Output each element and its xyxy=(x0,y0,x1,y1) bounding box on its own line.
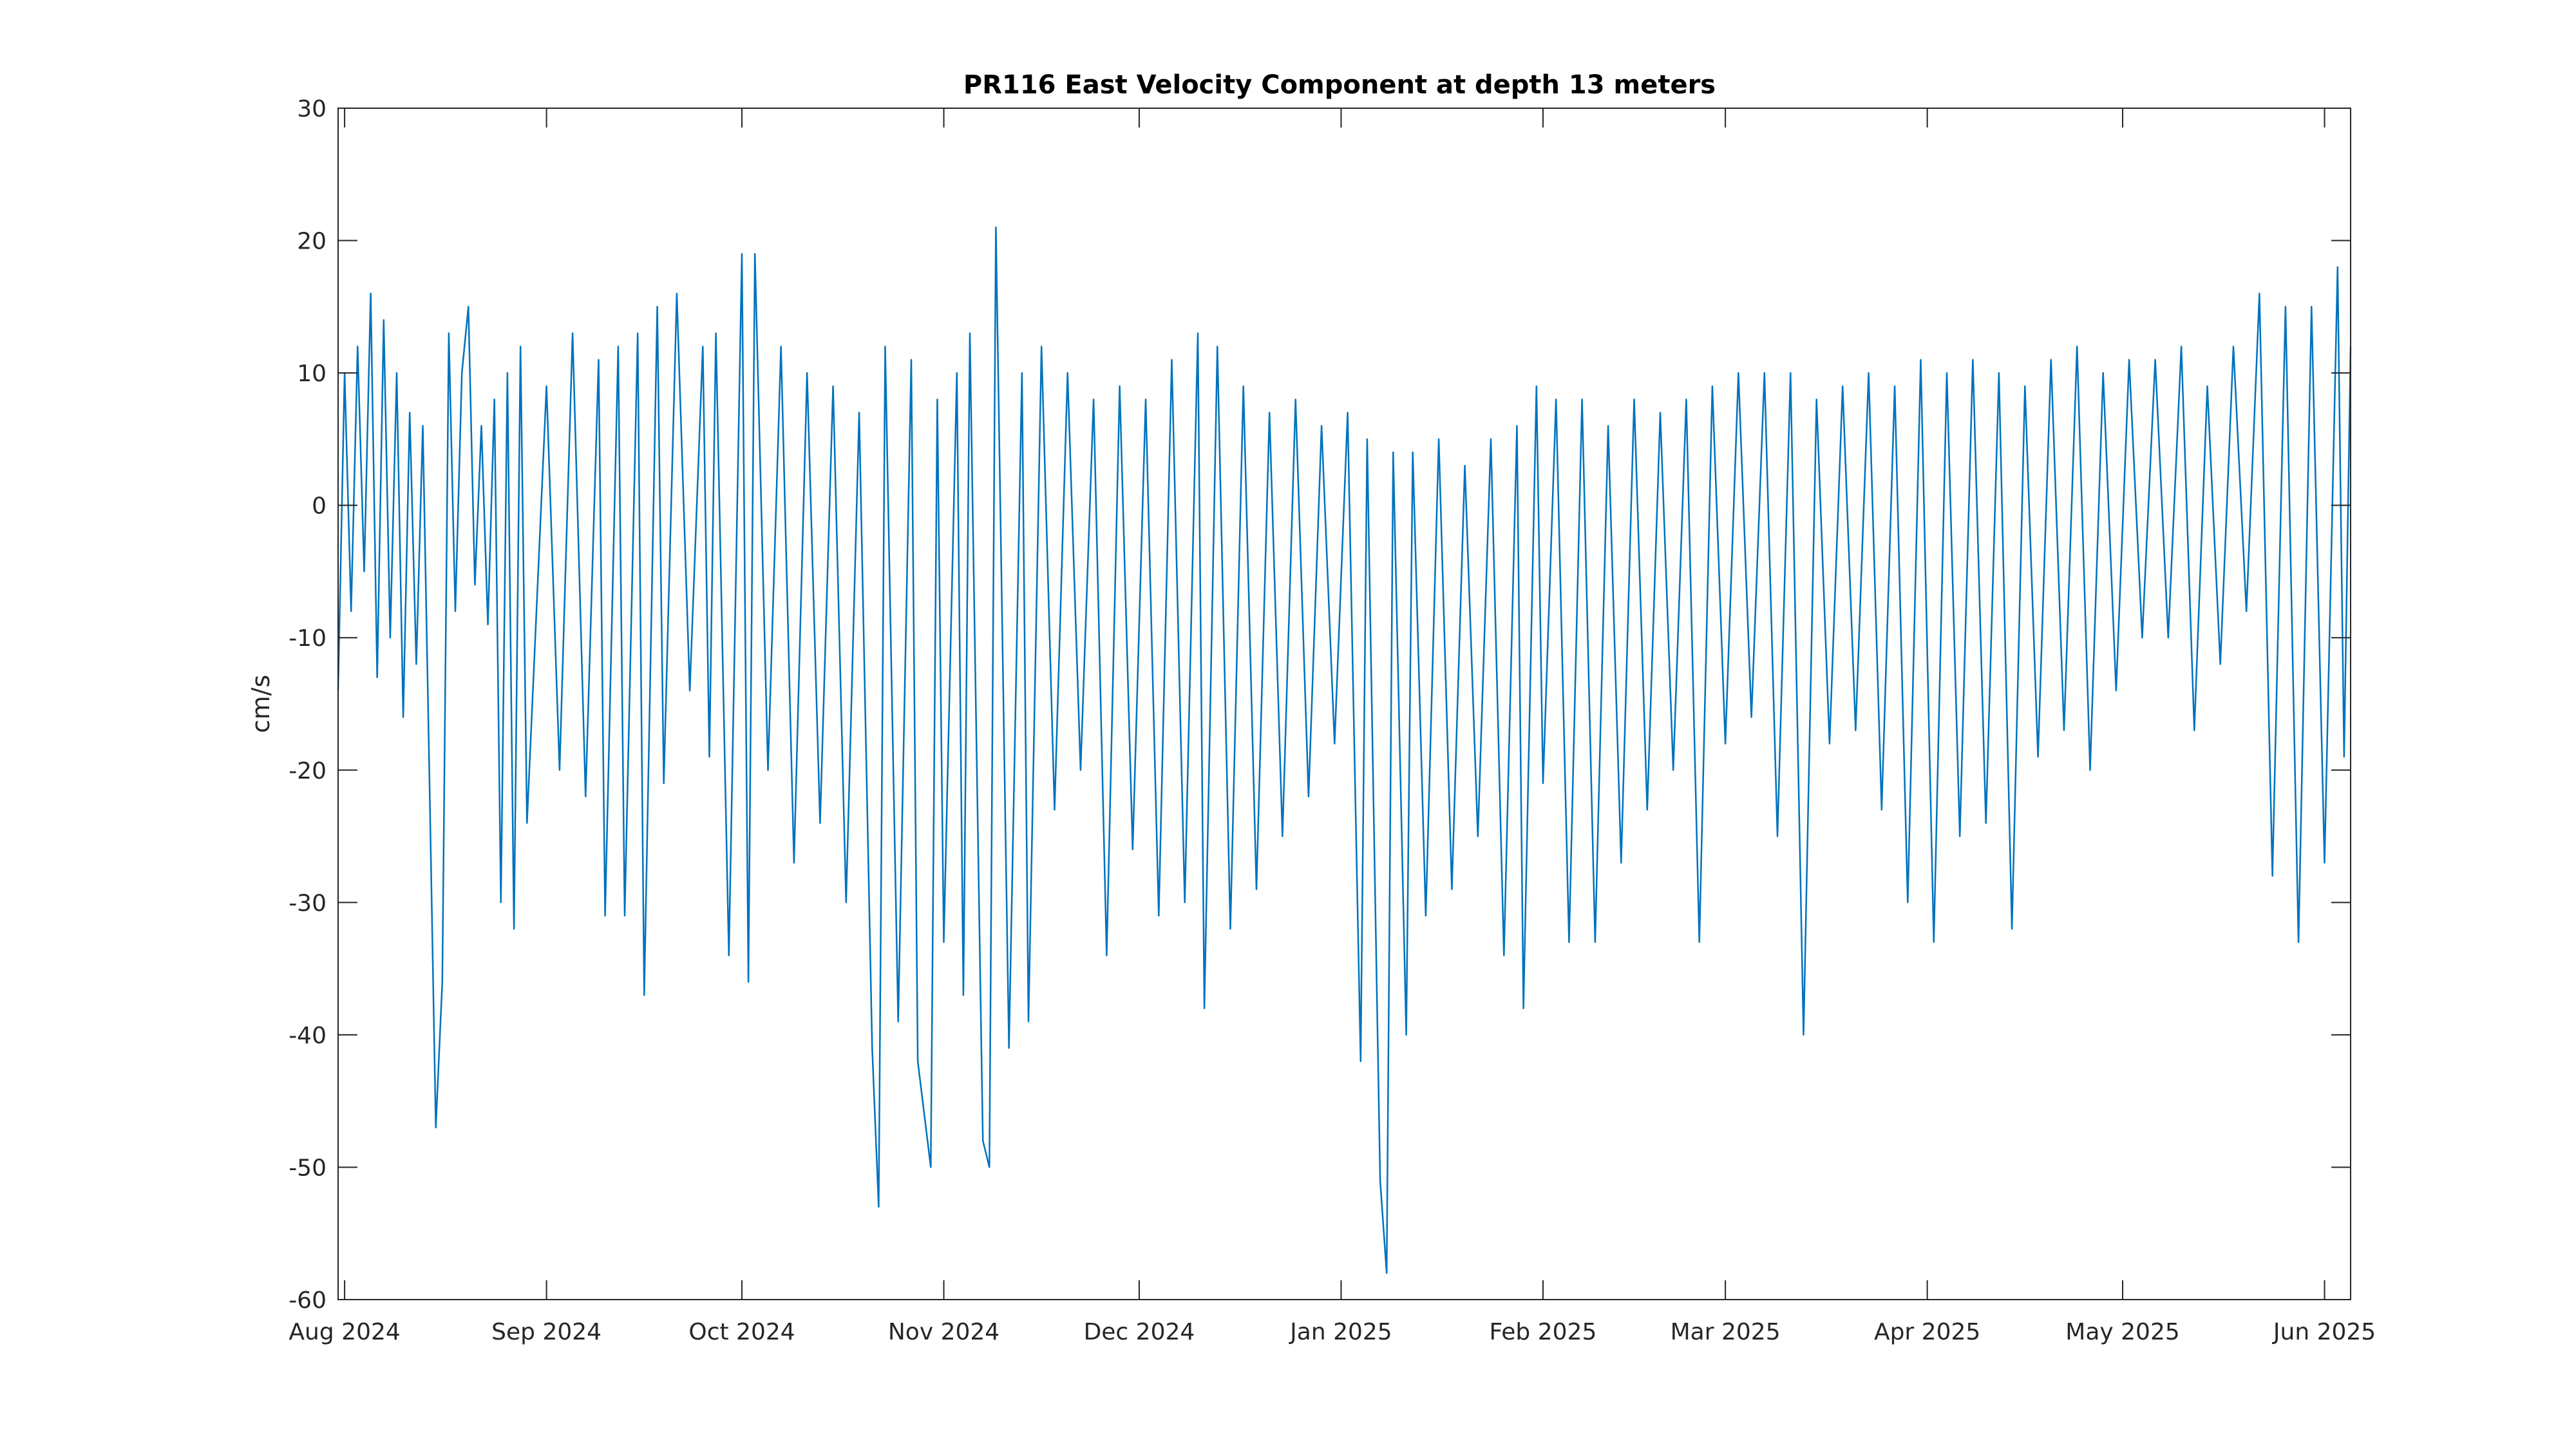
y-tick-label: -60 xyxy=(289,1287,327,1314)
x-tick-label: Aug 2024 xyxy=(289,1319,400,1345)
x-tick-label: Sep 2024 xyxy=(491,1319,601,1345)
x-tick-label: Oct 2024 xyxy=(688,1319,795,1345)
y-axis-label: cm/s xyxy=(247,675,275,734)
x-tick-label: May 2025 xyxy=(2065,1319,2180,1345)
y-tick-label: 20 xyxy=(297,229,327,255)
y-tick-label: -30 xyxy=(289,890,327,916)
plot-area xyxy=(337,226,2352,1274)
series-line xyxy=(337,226,2352,1274)
x-tick-label: Apr 2025 xyxy=(1874,1319,1980,1345)
y-tick-label: 30 xyxy=(297,96,327,122)
x-tick-label: Mar 2025 xyxy=(1671,1319,1781,1345)
y-tick-label: -10 xyxy=(289,625,327,652)
x-tick-label: Dec 2024 xyxy=(1084,1319,1195,1345)
x-tick-label: Jun 2025 xyxy=(2272,1319,2376,1345)
y-axis: 30 20 10 0 -10 -20 -30 -40 -50 -60 xyxy=(289,96,2351,1314)
y-tick-label: -40 xyxy=(289,1023,327,1049)
x-tick-label: Feb 2025 xyxy=(1490,1319,1597,1345)
x-tick-label: Jan 2025 xyxy=(1289,1319,1392,1345)
chart-title: PR116 East Velocity Component at depth 1… xyxy=(963,70,1716,100)
y-tick-label: -50 xyxy=(289,1155,327,1181)
y-tick-label: 0 xyxy=(312,493,327,520)
x-tick-label: Nov 2024 xyxy=(888,1319,999,1345)
y-tick-label: -20 xyxy=(289,758,327,784)
y-tick-label: 10 xyxy=(297,361,327,387)
x-axis: Aug 2024 Sep 2024 Oct 2024 Nov 2024 Dec 2024… xyxy=(289,108,2376,1345)
axes-box xyxy=(337,108,2351,1300)
